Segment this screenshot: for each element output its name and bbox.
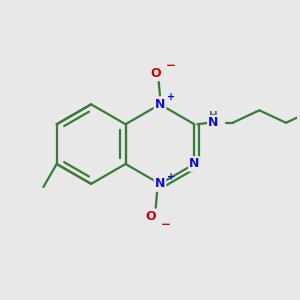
Text: H: H <box>209 111 218 121</box>
Text: O: O <box>146 210 156 223</box>
Text: +: + <box>167 172 175 182</box>
Text: +: + <box>167 92 175 102</box>
Text: −: − <box>165 59 175 72</box>
Text: N: N <box>155 177 165 190</box>
Text: O: O <box>150 67 161 80</box>
Text: −: − <box>161 218 171 231</box>
Text: N: N <box>208 116 219 129</box>
Text: N: N <box>155 98 165 111</box>
Text: N: N <box>189 158 200 170</box>
